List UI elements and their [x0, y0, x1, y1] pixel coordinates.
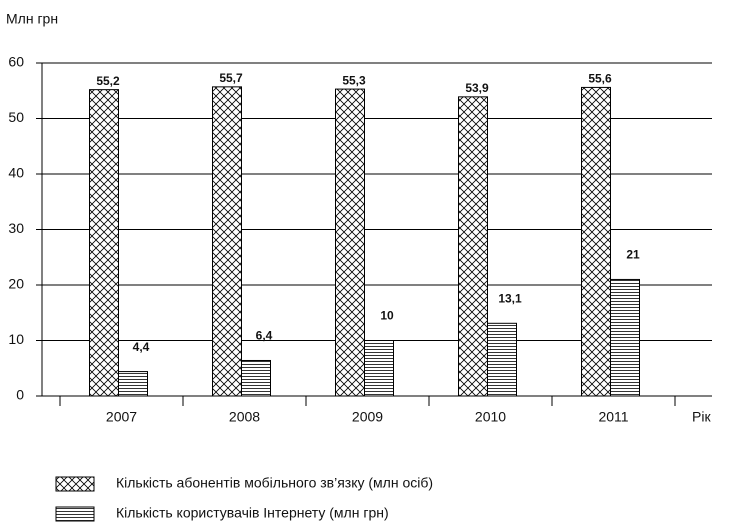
x-axis-label: Рік	[692, 409, 711, 425]
bar	[212, 86, 242, 397]
y-tick-label: 20	[8, 276, 24, 292]
y-tick-label: 10	[8, 331, 24, 347]
bar	[458, 96, 488, 397]
y-axis-label: Млн грн	[6, 11, 58, 27]
value-label: 55,6	[588, 72, 612, 86]
bar	[89, 89, 119, 397]
bar	[118, 371, 148, 397]
bar	[487, 322, 517, 397]
bar	[581, 86, 611, 397]
x-tick-label: 2009	[352, 409, 383, 425]
legend-swatch	[55, 506, 95, 522]
legend-label: Кількість користувачів Інтернету (млн гр…	[116, 505, 389, 521]
value-label: 4,4	[133, 340, 150, 354]
y-tick-label: 30	[8, 220, 24, 236]
value-label: 55,7	[219, 71, 243, 85]
value-label: 55,3	[342, 73, 366, 87]
bar	[610, 278, 640, 397]
x-tick-label: 2008	[229, 409, 260, 425]
value-label: 53,9	[465, 81, 489, 95]
y-tick-label: 50	[8, 109, 24, 125]
value-label: 10	[380, 309, 394, 323]
value-label: 6,4	[256, 329, 273, 343]
y-tick-label: 40	[8, 165, 24, 181]
x-tick-label: 2007	[106, 409, 137, 425]
y-tick-label: 0	[16, 387, 24, 403]
bar	[364, 340, 394, 397]
value-label: 13,1	[498, 291, 522, 305]
y-tick-label: 60	[8, 54, 24, 70]
x-tick-label: 2011	[598, 409, 628, 425]
x-tick-label: 2010	[475, 409, 506, 425]
legend-label: Кількість абонентів мобільного зв’язку (…	[116, 475, 433, 491]
bar	[241, 359, 271, 397]
value-label: 21	[626, 248, 640, 262]
value-label: 55,2	[96, 74, 120, 88]
bar	[335, 88, 365, 397]
legend-swatch	[55, 476, 95, 492]
